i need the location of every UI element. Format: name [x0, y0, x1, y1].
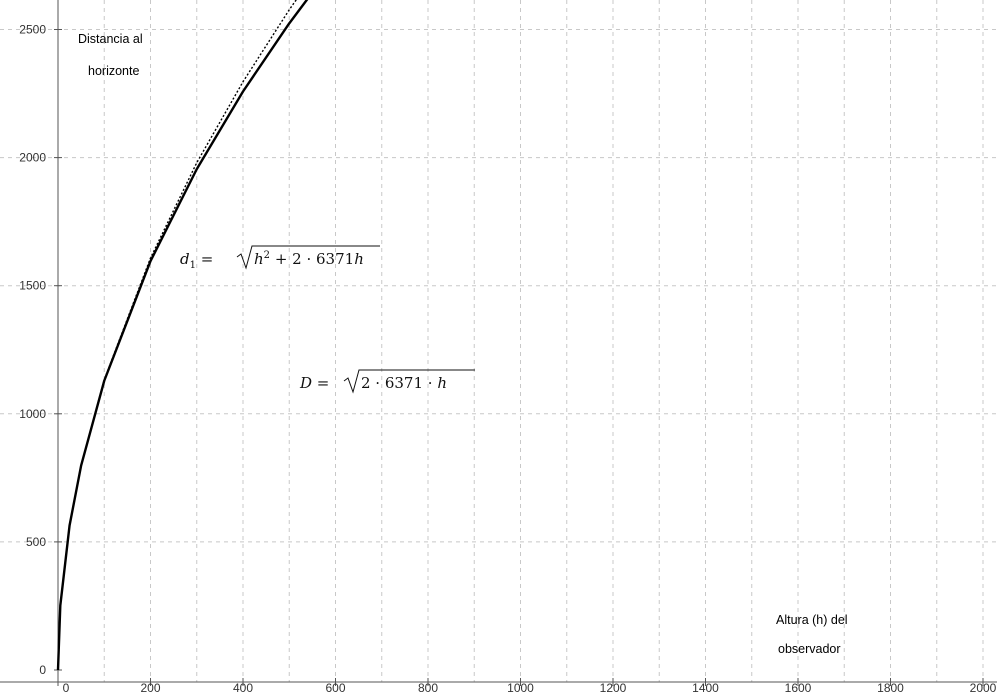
y-tick-label: 1000: [19, 407, 46, 421]
x-tick-label: 2000: [970, 681, 997, 695]
formula-D-lhs: D: [299, 374, 312, 392]
formula-d1-sub: 1: [190, 260, 196, 271]
formula-D-eq: =: [312, 374, 329, 392]
x-tick-label: 1400: [692, 681, 719, 695]
formula-d1-var-1: h: [254, 250, 264, 268]
formula-d1-var-2: h: [354, 250, 364, 268]
formula-D: D = 2 · 6371 · h: [299, 369, 475, 394]
formula-d1: d1 = h2 + 2 · 6371h: [180, 245, 380, 271]
x-tick-label: 800: [418, 681, 438, 695]
formula-d1-radical-sign: [236, 245, 380, 270]
y-tick-label: 1500: [19, 279, 46, 293]
svg-text:d1 =: d1 =: [180, 250, 213, 271]
svg-text:2 · 6371 · h: 2 · 6371 · h: [361, 374, 447, 392]
x-tick-label: 600: [325, 681, 345, 695]
formula-D-radical-sign: [343, 369, 475, 394]
y-tick-label: 0: [39, 663, 46, 677]
x-tick-label: 0: [63, 681, 70, 695]
grid: [0, 0, 997, 682]
x-tick-label: 200: [140, 681, 160, 695]
formula-d1-eq: =: [196, 250, 213, 268]
y-tick-label: 2000: [19, 151, 46, 165]
y-tick-labels: 0500100015002000250030003500400045005000: [19, 23, 46, 678]
formula-D-radicand: 2 · 6371 ·: [361, 374, 437, 392]
formula-d1-lhs: d: [180, 250, 190, 268]
formula-d1-mid: + 2 · 6371: [270, 250, 354, 268]
series-lines: [56, 0, 309, 671]
x-tick-labels: 0 200 400 600 800 1000 1200 1400 1600 1800 2000: [63, 681, 997, 695]
y-tick-label: 500: [26, 535, 46, 549]
formula-D-var: h: [437, 374, 447, 392]
y-axis-label-line-1: Distancia al: [78, 32, 143, 46]
svg-text:D =: D =: [299, 374, 329, 392]
x-axis-label-line-1: Altura (h) del: [776, 613, 848, 627]
x-tick-label: 1600: [785, 681, 812, 695]
formula-d1-sup: 2: [264, 250, 270, 261]
series-D-line: [56, 0, 309, 671]
x-tick-label: 400: [233, 681, 253, 695]
svg-text:h2 + 2 · 6371h: h2 + 2 · 6371h: [254, 250, 364, 268]
x-axis-label-line-2: observador: [778, 642, 841, 656]
y-tick-label: 2500: [19, 23, 46, 37]
y-axis-label-line-2: horizonte: [88, 64, 139, 78]
x-tick-label: 1800: [877, 681, 904, 695]
x-tick-label: 1200: [600, 681, 627, 695]
x-tick-label: 1000: [507, 681, 534, 695]
